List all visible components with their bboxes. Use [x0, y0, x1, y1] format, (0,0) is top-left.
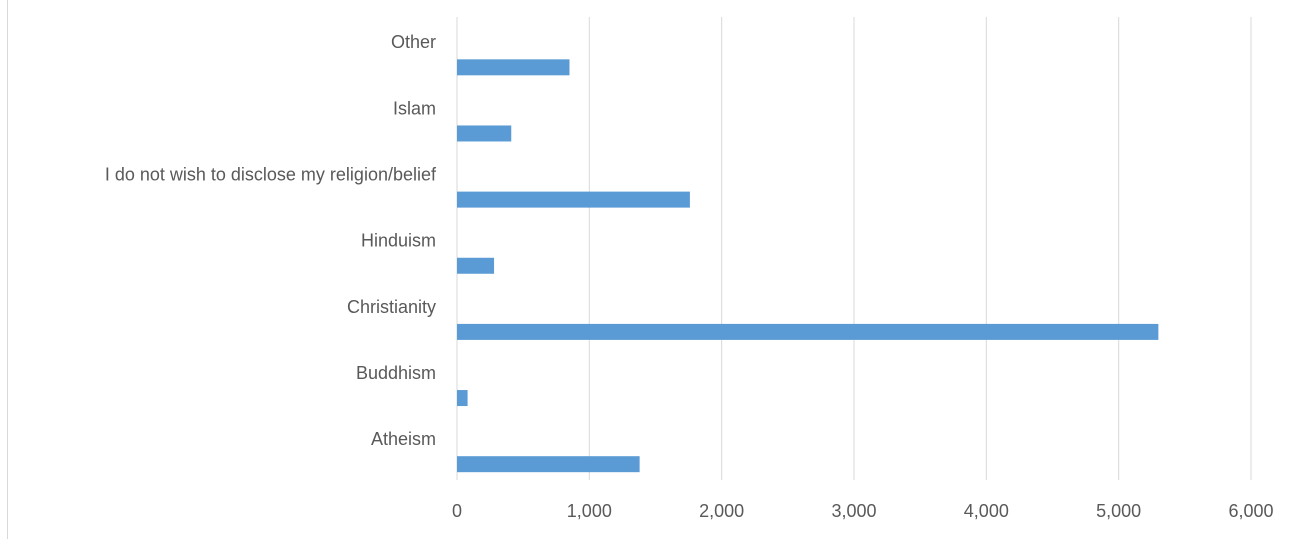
category-label: Christianity [347, 297, 436, 317]
x-tick-label: 4,000 [964, 501, 1009, 521]
category-label: Atheism [371, 429, 436, 449]
category-labels: Atheism Buddhism Christianity Hinduism I do … [105, 32, 437, 449]
x-tick-label: 2,000 [699, 501, 744, 521]
bar-buddhism [457, 390, 468, 407]
x-tick-labels: 0 1,000 2,000 3,000 4,000 5,000 6,000 [452, 501, 1274, 521]
gridlines [456, 17, 1252, 480]
category-label: Hinduism [361, 231, 436, 251]
bar-christianity [457, 323, 1159, 340]
x-tick-label: 3,000 [831, 501, 876, 521]
category-label: I do not wish to disclose my religion/be… [105, 164, 437, 184]
x-tick-label: 1,000 [567, 501, 612, 521]
bar-other [457, 59, 570, 76]
category-label: Other [391, 32, 436, 52]
x-tick-label: 0 [452, 501, 462, 521]
category-label: Buddhism [356, 363, 436, 383]
bar-hinduism [457, 257, 495, 274]
x-tick-label: 6,000 [1228, 501, 1273, 521]
bars [457, 59, 1159, 473]
bar-atheism [457, 456, 640, 473]
x-tick-label: 5,000 [1096, 501, 1141, 521]
bar-islam [457, 125, 512, 142]
chart-border [7, 0, 8, 539]
category-label: Islam [393, 98, 436, 118]
bar-i-do-not-wish-to-disclose-my-religion-belief [457, 191, 690, 208]
